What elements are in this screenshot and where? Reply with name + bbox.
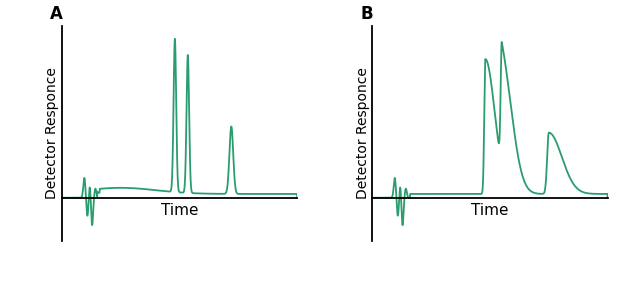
Text: B: B: [361, 5, 373, 23]
Y-axis label: Detector Responce: Detector Responce: [356, 68, 370, 199]
Text: A: A: [50, 5, 63, 23]
X-axis label: Time: Time: [161, 203, 198, 218]
X-axis label: Time: Time: [471, 203, 509, 218]
Y-axis label: Detector Responce: Detector Responce: [45, 68, 60, 199]
